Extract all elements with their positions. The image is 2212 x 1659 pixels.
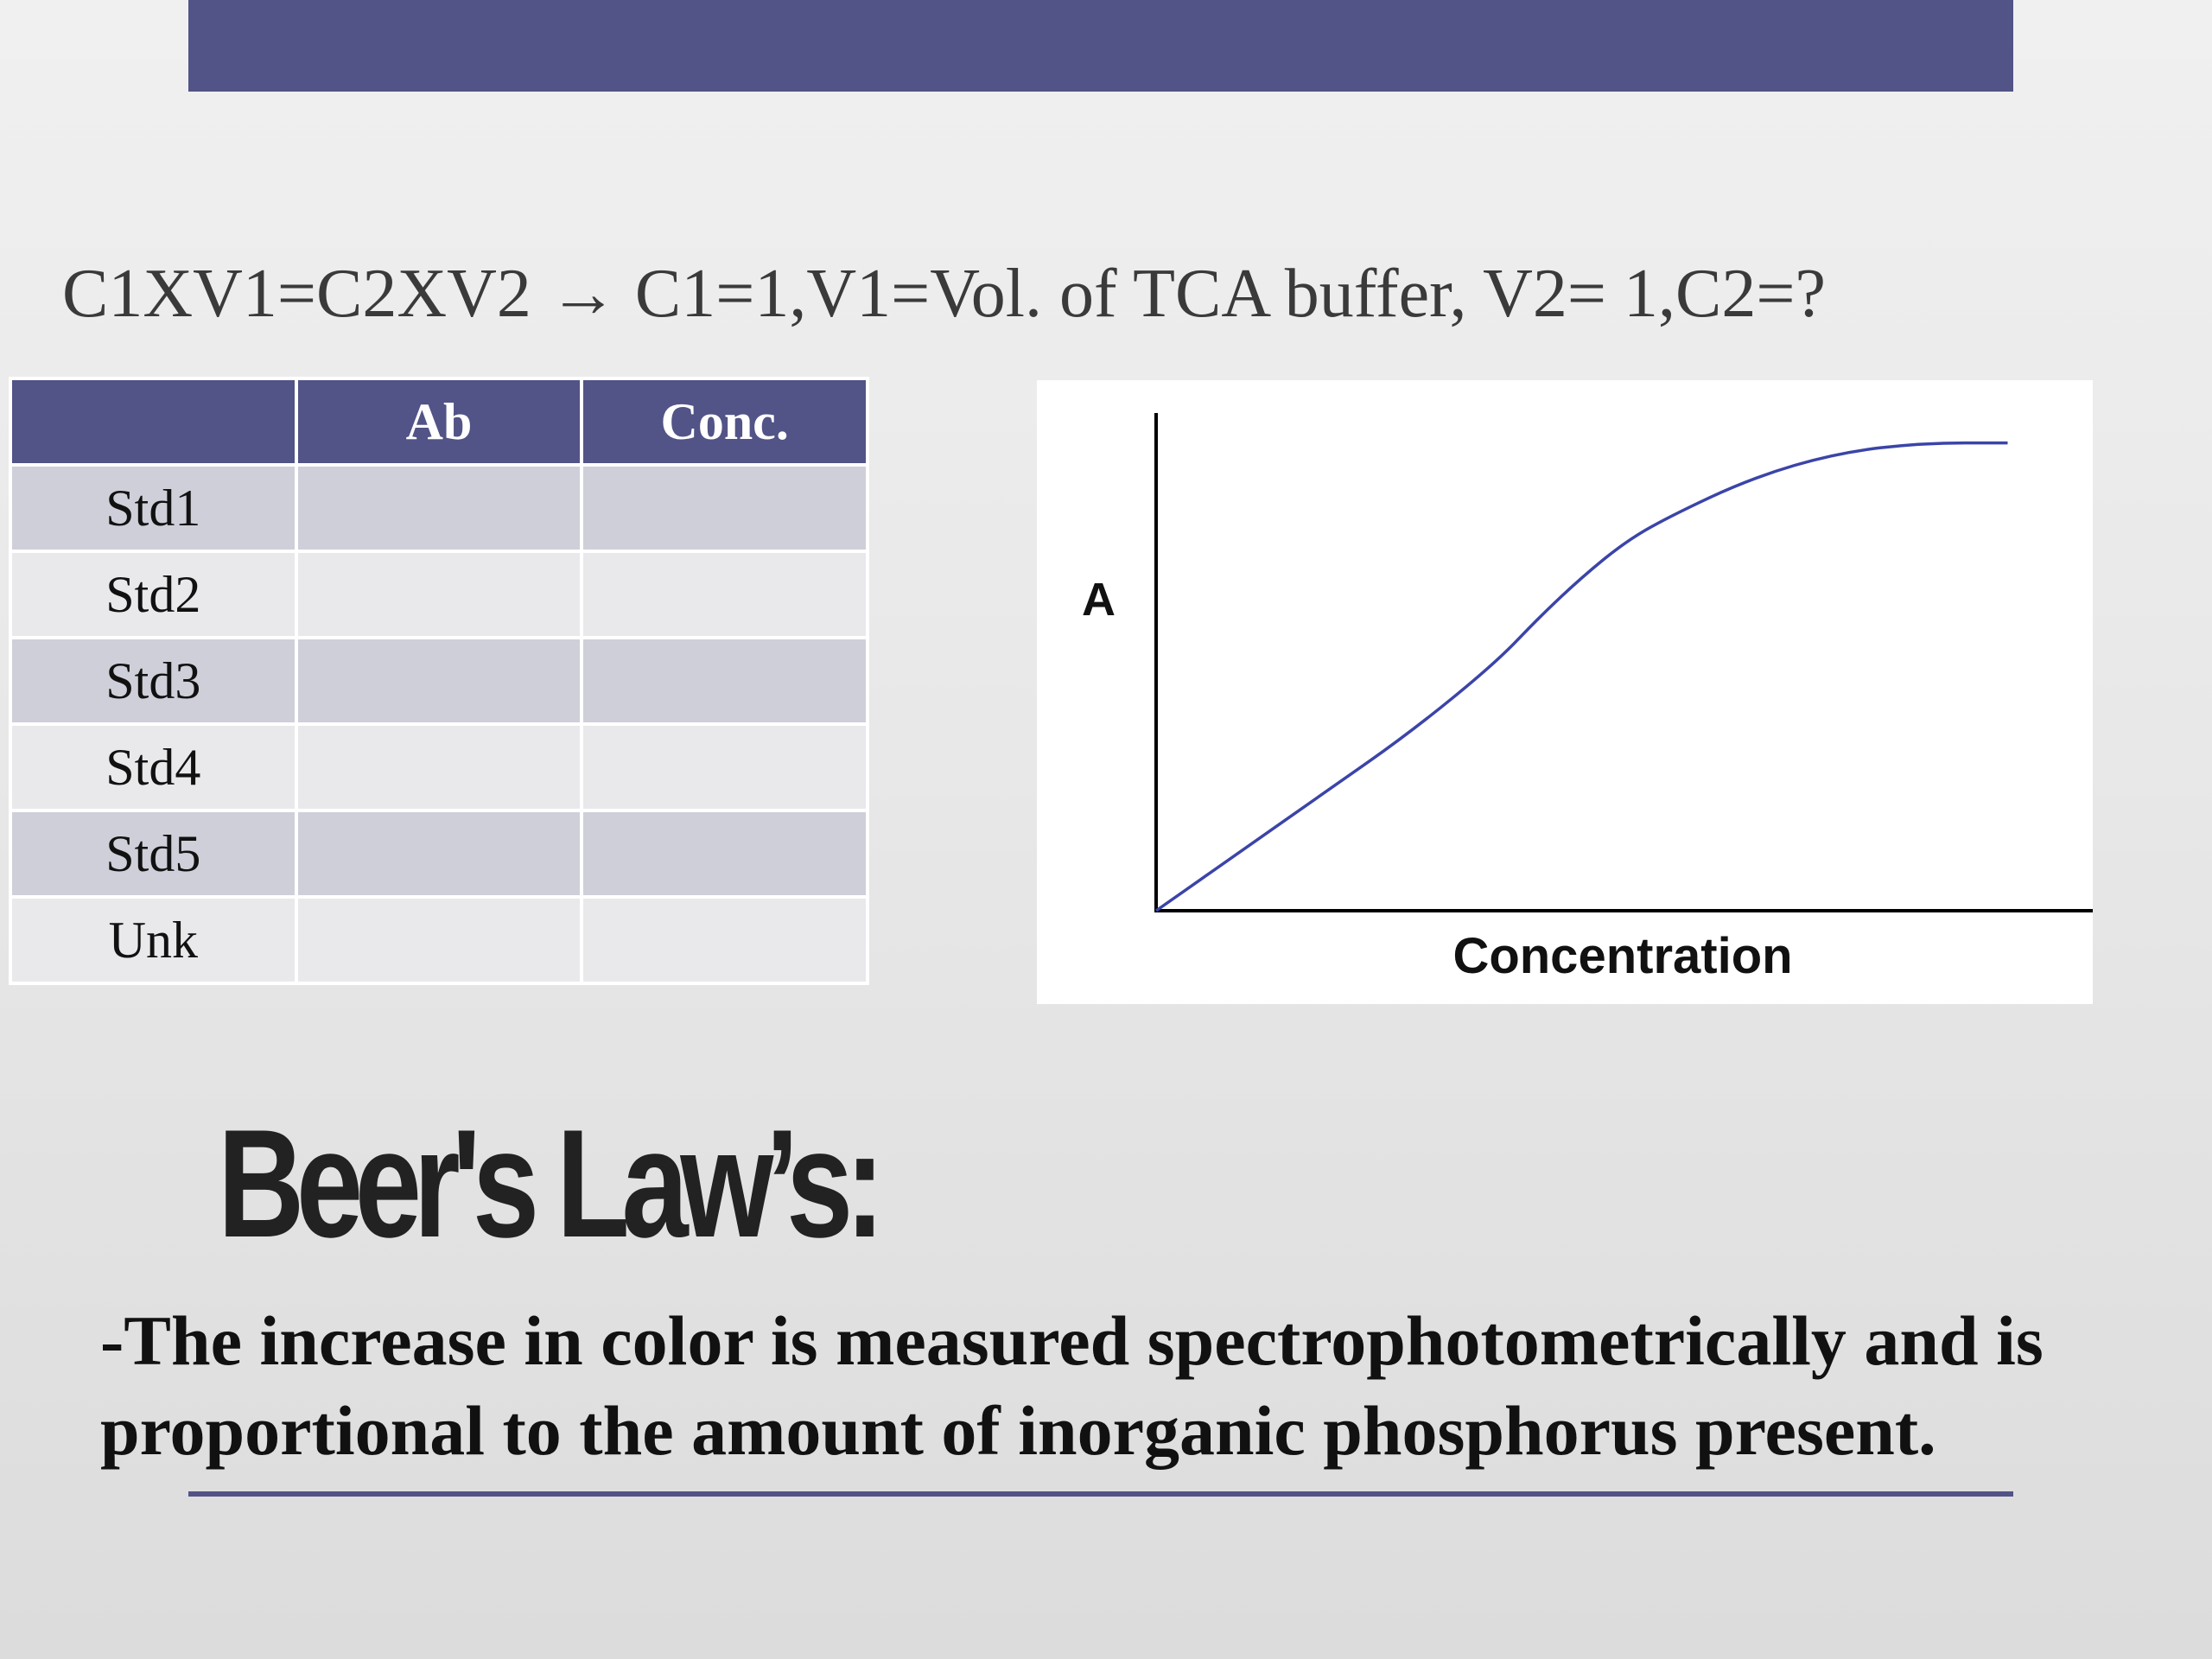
row-label: Std4	[9, 722, 298, 812]
table-row: Std1	[9, 463, 869, 553]
chart-svg: A Concentration	[1082, 413, 2093, 984]
x-axis-label: Concentration	[1452, 928, 1792, 984]
row-label: Std3	[9, 636, 298, 726]
ab-cell	[294, 809, 584, 899]
conc-cell	[580, 463, 869, 553]
conc-cell	[580, 636, 869, 726]
ab-cell	[294, 550, 584, 639]
conc-cell	[580, 895, 869, 985]
table-row: Std4	[9, 722, 869, 812]
row-label: Std5	[9, 809, 298, 899]
dilution-formula: C1XV1=C2XV2 → C1=1,V1=Vol. of TCA buffer…	[62, 256, 1826, 332]
header-conc: Conc.	[580, 377, 869, 467]
row-label: Std2	[9, 550, 298, 639]
law-description: -The increase in color is measured spect…	[100, 1301, 2044, 1470]
ab-cell	[294, 463, 584, 553]
conc-cell	[580, 722, 869, 812]
table-header-row: Ab Conc.	[9, 377, 869, 467]
ab-cell	[294, 895, 584, 985]
law-heading: Beer's Law’s:	[218, 1097, 885, 1269]
conc-cell	[580, 809, 869, 899]
table-row: Std5	[9, 809, 869, 899]
absorbance-chart: A Concentration	[1037, 380, 2093, 1004]
table-row: Std2	[9, 550, 869, 639]
series-line	[1154, 441, 2008, 912]
row-label: Unk	[9, 895, 298, 985]
table-row: Std3	[9, 636, 869, 726]
y-axis-label: A	[1082, 574, 1116, 626]
standards-table: Ab Conc. Std1 Std2 Std3 Std4 Std5	[9, 377, 869, 985]
title-bar	[188, 0, 2013, 92]
divider	[188, 1491, 2013, 1497]
header-empty	[9, 377, 298, 467]
header-ab: Ab	[294, 377, 584, 467]
table-row: Unk	[9, 895, 869, 985]
conc-cell	[580, 550, 869, 639]
ab-cell	[294, 722, 584, 812]
row-label: Std1	[9, 463, 298, 553]
ab-cell	[294, 636, 584, 726]
